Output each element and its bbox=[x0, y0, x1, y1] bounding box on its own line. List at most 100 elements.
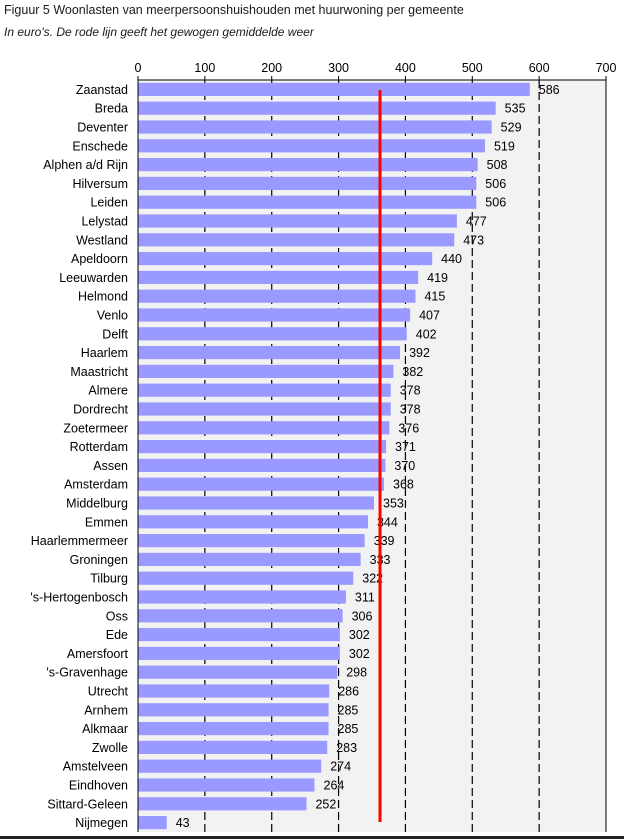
bar bbox=[138, 552, 361, 566]
value-label: 285 bbox=[338, 722, 359, 736]
bar bbox=[138, 722, 329, 736]
bar bbox=[138, 703, 329, 717]
x-tick-label: 200 bbox=[261, 61, 282, 75]
category-label: Nijmegen bbox=[75, 816, 128, 830]
value-label: 302 bbox=[349, 628, 370, 642]
value-label: 43 bbox=[176, 816, 190, 830]
x-tick-label: 600 bbox=[529, 61, 550, 75]
value-label: 473 bbox=[463, 233, 484, 247]
x-tick-label: 400 bbox=[395, 61, 416, 75]
value-label: 419 bbox=[427, 271, 448, 285]
bar bbox=[138, 233, 455, 247]
category-label: Tilburg bbox=[90, 572, 128, 586]
category-label: Amstelveen bbox=[63, 760, 128, 774]
bar bbox=[138, 797, 307, 811]
category-label: Alkmaar bbox=[82, 722, 128, 736]
category-label: Groningen bbox=[70, 553, 128, 567]
category-label: Alphen a/d Rijn bbox=[43, 158, 128, 172]
bar bbox=[138, 571, 354, 585]
bar bbox=[138, 515, 368, 529]
category-label: Helmond bbox=[78, 290, 128, 304]
value-label: 306 bbox=[352, 609, 373, 623]
bar bbox=[138, 289, 416, 303]
value-label: 506 bbox=[485, 177, 506, 191]
value-label: 252 bbox=[315, 797, 336, 811]
bar bbox=[138, 684, 330, 698]
value-label: 519 bbox=[494, 139, 515, 153]
bar bbox=[138, 383, 391, 397]
x-tick-label: 100 bbox=[194, 61, 215, 75]
bar bbox=[138, 778, 315, 792]
category-label: Westland bbox=[76, 233, 128, 247]
bar bbox=[138, 82, 530, 96]
category-label: Almere bbox=[88, 384, 128, 398]
category-label: Lelystad bbox=[81, 215, 128, 229]
bottom-rule bbox=[0, 836, 624, 839]
bar bbox=[138, 759, 322, 773]
value-label: 371 bbox=[395, 440, 416, 454]
category-label: Zaanstad bbox=[76, 83, 128, 97]
value-label: 298 bbox=[346, 666, 367, 680]
value-label: 506 bbox=[485, 196, 506, 210]
bar bbox=[138, 421, 390, 435]
bar bbox=[138, 590, 346, 604]
plot-area bbox=[138, 80, 606, 832]
value-label: 322 bbox=[362, 572, 383, 586]
value-label: 368 bbox=[393, 478, 414, 492]
category-label: Venlo bbox=[97, 309, 128, 323]
category-label: Arnhem bbox=[84, 703, 128, 717]
bar bbox=[138, 646, 340, 660]
value-label: 535 bbox=[505, 102, 526, 116]
axes bbox=[137, 79, 607, 832]
category-label: Rotterdam bbox=[70, 440, 128, 454]
value-label: 339 bbox=[374, 534, 395, 548]
bar bbox=[138, 496, 375, 510]
value-label: 311 bbox=[355, 591, 375, 605]
x-tick-label: 700 bbox=[596, 61, 617, 75]
value-label: 529 bbox=[501, 121, 522, 135]
bar bbox=[138, 402, 391, 416]
bar bbox=[138, 195, 477, 209]
x-tick-label: 0 bbox=[135, 61, 142, 75]
value-label: 382 bbox=[402, 365, 423, 379]
category-label: 's-Gravenhage bbox=[46, 666, 128, 680]
value-label: 402 bbox=[416, 327, 437, 341]
category-label: Amsterdam bbox=[64, 478, 128, 492]
x-tick-label: 300 bbox=[328, 61, 349, 75]
category-label: Haarlem bbox=[81, 346, 128, 360]
category-label: Zoetermeer bbox=[63, 421, 128, 435]
x-axis-ticks: 0 100 200 300 400 500 600 700 bbox=[135, 61, 617, 80]
value-label: 376 bbox=[398, 421, 419, 435]
category-label: Deventer bbox=[77, 121, 128, 135]
bar bbox=[138, 364, 394, 378]
category-label: Leeuwarden bbox=[59, 271, 128, 285]
bar bbox=[138, 120, 492, 134]
category-label: Dordrecht bbox=[73, 403, 128, 417]
category-label: Sittard-Geleen bbox=[47, 797, 128, 811]
bar bbox=[138, 176, 477, 190]
bar bbox=[138, 158, 478, 172]
bar bbox=[138, 477, 385, 491]
category-label: Utrecht bbox=[88, 685, 129, 699]
category-labels: Zaanstad Breda Deventer Enschede Alphen a/d … bbox=[30, 83, 128, 830]
category-label: Amersfoort bbox=[67, 647, 129, 661]
value-label: 283 bbox=[336, 741, 357, 755]
bar bbox=[138, 440, 387, 454]
bar bbox=[138, 628, 340, 642]
value-label: 344 bbox=[377, 515, 398, 529]
bar bbox=[138, 139, 485, 153]
category-label: Maastricht bbox=[70, 365, 128, 379]
bar bbox=[138, 252, 433, 266]
category-label: Hilversum bbox=[72, 177, 128, 191]
value-label: 370 bbox=[394, 459, 415, 473]
value-label: 274 bbox=[330, 760, 351, 774]
chart-title: Figuur 5 Woonlasten van meerpersoonshuis… bbox=[4, 3, 464, 17]
bar bbox=[138, 458, 386, 472]
category-label: Assen bbox=[93, 459, 128, 473]
category-label: Middelburg bbox=[66, 497, 128, 511]
value-label: 477 bbox=[466, 215, 487, 229]
value-label: 508 bbox=[487, 158, 508, 172]
category-label: Leiden bbox=[90, 196, 128, 210]
